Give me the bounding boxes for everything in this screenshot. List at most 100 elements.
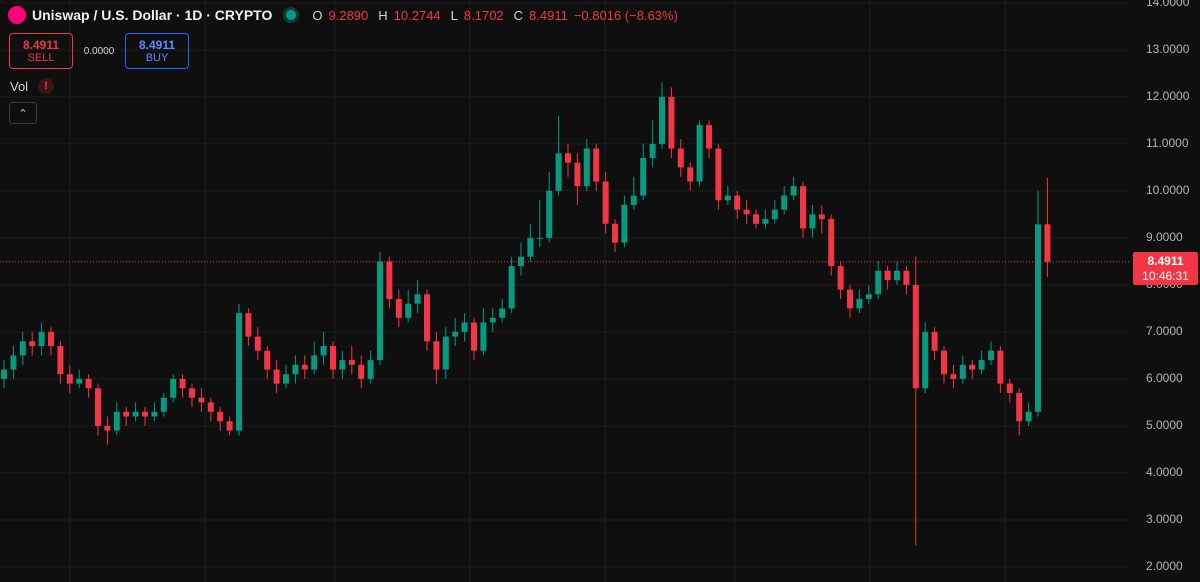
sell-label: SELL	[27, 52, 55, 64]
candle-body	[565, 153, 571, 163]
candle-body	[536, 237, 543, 239]
candle-body	[1044, 224, 1051, 262]
candle-body	[762, 219, 769, 224]
price-tag-value: 8.4911	[1147, 253, 1184, 268]
candle-body	[236, 313, 242, 431]
indicator-row: Vol !	[10, 78, 55, 94]
candle-body	[969, 364, 976, 370]
candle-body	[771, 209, 778, 220]
candle-body	[480, 322, 487, 351]
candle-body	[113, 411, 120, 431]
candle-body	[621, 204, 628, 243]
candle-body	[461, 322, 468, 332]
candle-body	[311, 355, 318, 370]
candle-body	[433, 341, 440, 370]
ohlc-key: O	[312, 7, 323, 23]
price-tag: 8.4911 10:46:31	[1133, 252, 1198, 285]
candle-body	[865, 294, 872, 299]
candle-body	[743, 209, 750, 215]
candle-body	[132, 411, 139, 417]
indicator-name[interactable]: Vol	[10, 78, 29, 94]
candle-body	[217, 411, 224, 422]
candle-body	[95, 388, 101, 426]
candle-body	[677, 148, 684, 168]
candle-body	[414, 294, 421, 304]
change: −0.8016 (−8.63%)	[573, 7, 678, 23]
buy-button[interactable]: 8.4911 BUY	[125, 33, 189, 69]
candle-body	[339, 360, 346, 370]
candle-body	[931, 331, 938, 351]
y-tick-label: 12.0000	[1146, 89, 1190, 103]
candle-body	[330, 346, 336, 370]
warning-icon[interactable]: !	[38, 78, 55, 94]
candle-body	[555, 153, 562, 191]
symbol-title[interactable]: Uniswap / U.S. Dollar · 1D · CRYPTO	[32, 7, 273, 23]
y-tick-label: 10.0000	[1146, 183, 1190, 197]
vertical-grid	[69, 0, 1006, 582]
candle-body	[489, 317, 496, 323]
candle-body	[659, 96, 665, 144]
buy-label: BUY	[145, 52, 169, 64]
legend-header: Uniswap / U.S. Dollar · 1D · CRYPTO O 9.2…	[8, 6, 678, 24]
ohlc-value: 8.1702	[463, 7, 504, 23]
candle-body	[508, 266, 515, 309]
candle-body	[612, 223, 618, 243]
candle-body	[29, 341, 36, 347]
candle-body	[753, 214, 759, 224]
candle-body	[602, 181, 609, 224]
candle-body	[254, 336, 261, 351]
symbol-logo	[8, 6, 26, 24]
candle-body	[38, 331, 45, 347]
candle-body	[950, 374, 957, 379]
candle-body	[630, 195, 637, 205]
candle-body	[189, 388, 195, 398]
candle-body	[922, 331, 929, 389]
sell-button[interactable]: 8.4911 SELL	[9, 33, 73, 69]
ohlc-key: L	[450, 7, 458, 23]
y-tick-label: 14.0000	[1146, 0, 1190, 9]
candle-body	[151, 411, 158, 417]
spread: 0.0000	[83, 45, 115, 57]
ohlc-value: 10.2744	[393, 7, 441, 23]
candle-body	[19, 341, 26, 356]
candle-body	[471, 322, 477, 351]
candle-body	[160, 397, 167, 412]
candle-body	[856, 298, 863, 309]
candle-body	[207, 402, 214, 412]
candle-body	[264, 350, 271, 370]
candle-body	[386, 261, 393, 299]
y-tick-label: 7.0000	[1146, 324, 1183, 338]
candle-body	[649, 143, 656, 158]
candle-body	[903, 270, 910, 285]
candle-body	[85, 378, 92, 389]
countdown: 10:46:31	[1142, 268, 1189, 283]
candle-body	[696, 125, 703, 182]
candle-body	[527, 237, 534, 257]
buy-price: 8.4911	[138, 38, 176, 52]
candle-body	[715, 148, 722, 201]
candle-body	[226, 421, 233, 431]
candle-body	[301, 364, 308, 370]
candle-body	[997, 350, 1004, 384]
candle-body	[640, 157, 647, 196]
candle-body	[104, 425, 111, 431]
candle-body	[245, 313, 252, 337]
candle-body	[179, 378, 186, 389]
y-tick-label: 4.0000	[1146, 465, 1183, 479]
sell-price: 8.4911	[22, 38, 60, 52]
candle-body	[1016, 393, 1023, 422]
candle-body	[499, 308, 506, 318]
ohlc-value: 9.2890	[328, 7, 369, 23]
candle-body	[687, 167, 694, 182]
candle-body	[424, 294, 430, 342]
y-tick-label: 13.0000	[1146, 42, 1190, 56]
candle-body	[988, 350, 994, 361]
candle-body	[66, 374, 73, 384]
candle-body	[724, 195, 731, 201]
candle-body	[442, 336, 449, 370]
collapse-button[interactable]: ⌃	[9, 102, 37, 124]
candle-body	[593, 148, 600, 182]
candle-body	[198, 397, 205, 403]
